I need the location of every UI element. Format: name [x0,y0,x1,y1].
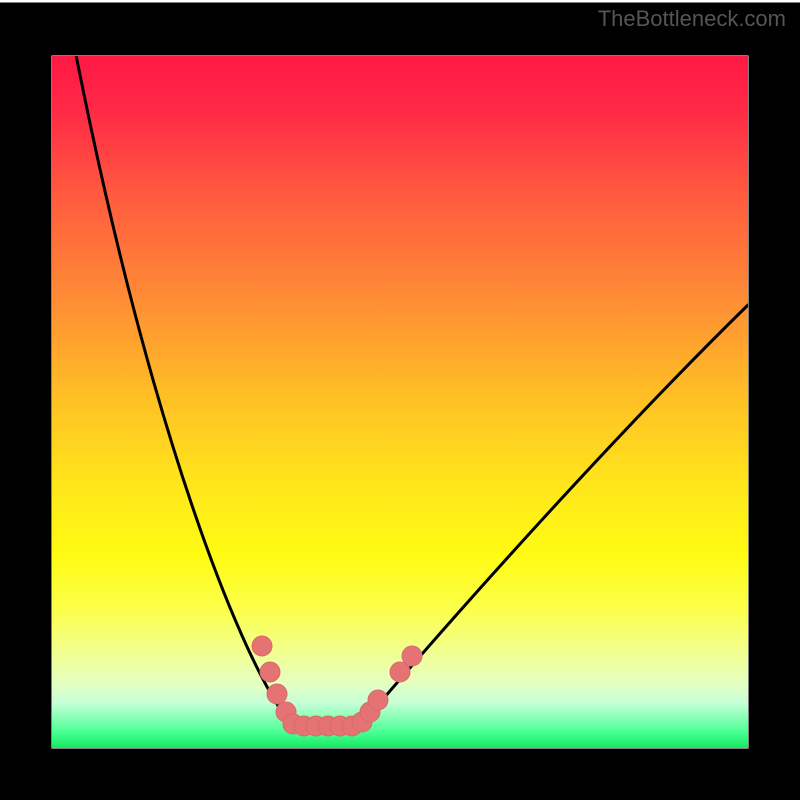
marker-dot [402,646,422,666]
marker-dot [267,684,287,704]
marker-dot [260,662,280,682]
marker-dot [252,636,272,656]
chart-container [0,0,800,800]
watermark-text: TheBottleneck.com [598,6,786,32]
bottleneck-chart [0,0,800,800]
heat-gradient [52,56,748,748]
marker-dot [368,690,388,710]
